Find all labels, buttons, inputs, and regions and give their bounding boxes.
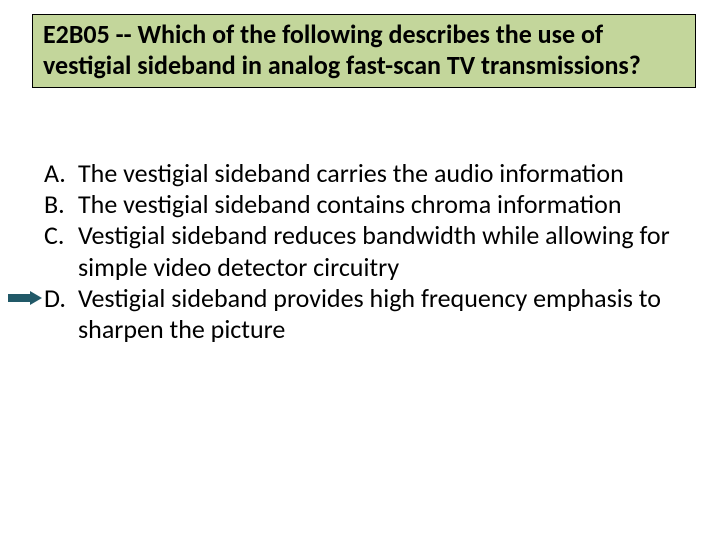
answer-letter: A. [44, 158, 78, 189]
answer-row: B. The vestigial sideband contains chrom… [44, 189, 696, 220]
correct-answer-arrow-icon [8, 291, 42, 305]
answer-letter: D. [44, 283, 78, 314]
question-text: E2B05 -- Which of the following describe… [43, 19, 685, 81]
answers-list: A. The vestigial sideband carries the au… [44, 158, 696, 345]
question-box: E2B05 -- Which of the following describe… [32, 14, 696, 88]
answer-row: D. Vestigial sideband provides high freq… [44, 283, 696, 345]
answer-text: Vestigial sideband reduces bandwidth whi… [78, 220, 696, 282]
answer-text: The vestigial sideband contains chroma i… [78, 189, 696, 220]
answer-letter: C. [44, 220, 78, 251]
answer-text: Vestigial sideband provides high frequen… [78, 283, 696, 345]
answer-text: The vestigial sideband carries the audio… [78, 158, 696, 189]
answer-row: A. The vestigial sideband carries the au… [44, 158, 696, 189]
answer-row: C. Vestigial sideband reduces bandwidth … [44, 220, 696, 282]
answer-letter: B. [44, 189, 78, 220]
